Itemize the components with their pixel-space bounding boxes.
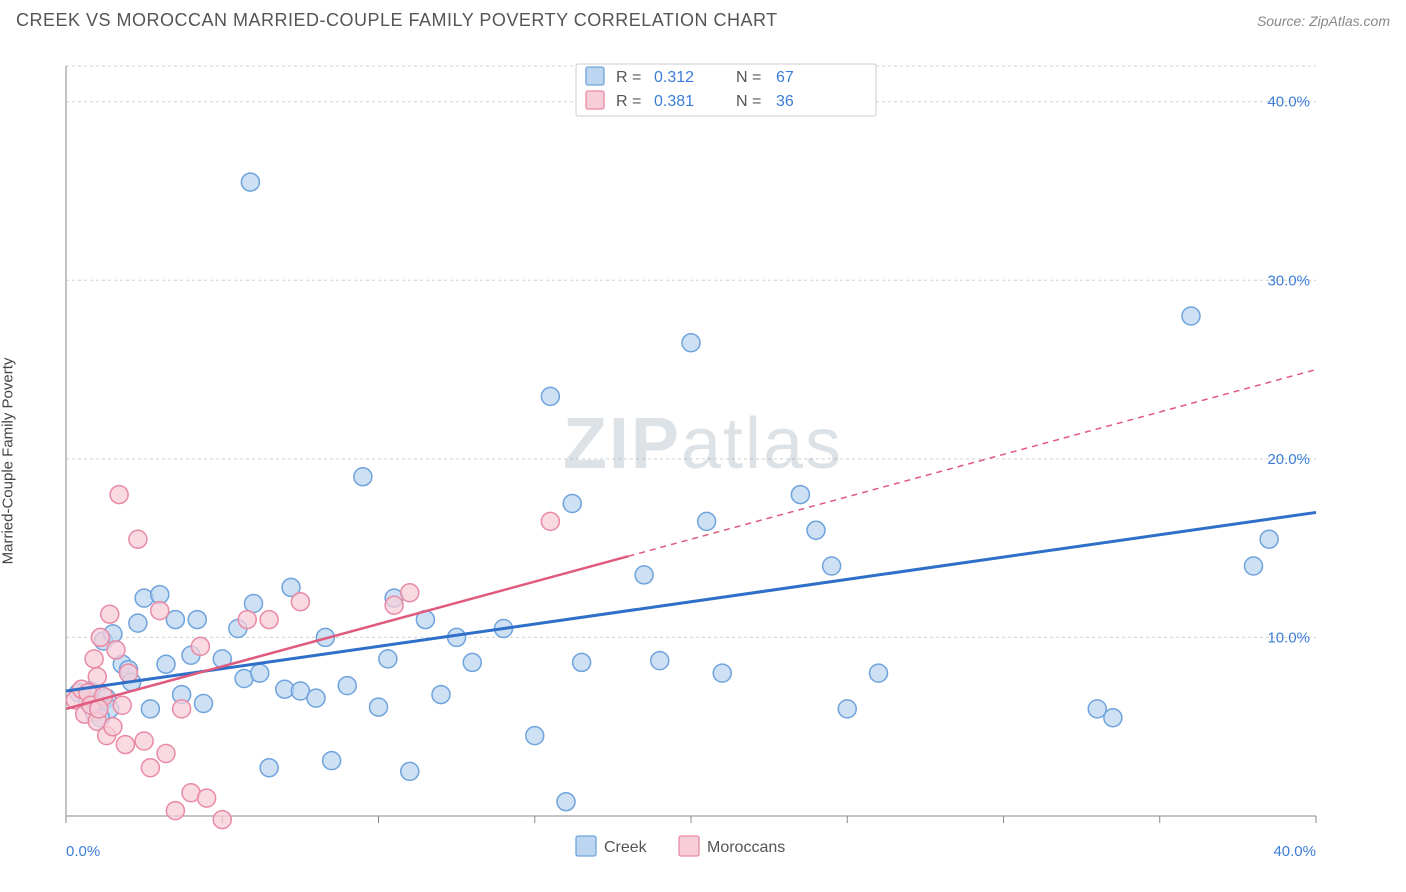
data-point-creek <box>151 586 169 604</box>
data-point-creek <box>563 495 581 513</box>
source-label: Source: ZipAtlas.com <box>1257 13 1390 29</box>
x-tick-label: 0.0% <box>66 843 100 860</box>
data-point-moroccans <box>113 696 131 714</box>
data-point-creek <box>526 727 544 745</box>
data-point-creek <box>698 512 716 530</box>
data-point-moroccans <box>116 736 134 754</box>
data-point-creek <box>188 611 206 629</box>
data-point-moroccans <box>85 650 103 668</box>
data-point-creek <box>307 689 325 707</box>
svg-text:N =: N = <box>736 69 761 86</box>
data-point-creek <box>573 653 591 671</box>
svg-text:36: 36 <box>776 93 794 110</box>
data-point-moroccans <box>129 530 147 548</box>
data-point-creek <box>245 595 263 613</box>
data-point-moroccans <box>260 611 278 629</box>
data-point-moroccans <box>141 759 159 777</box>
data-point-creek <box>241 173 259 191</box>
legend-label-moroccans: Moroccans <box>707 839 785 856</box>
data-point-creek <box>195 695 213 713</box>
data-point-creek <box>338 677 356 695</box>
data-point-moroccans <box>173 700 191 718</box>
scatter-chart: 10.0% 20.0% 30.0% 40.0% 0.0% 40.0% R = 0.312 N =… <box>16 46 1346 866</box>
svg-text:0.381: 0.381 <box>654 93 694 110</box>
svg-text:67: 67 <box>776 69 794 86</box>
data-point-creek <box>635 566 653 584</box>
data-point-moroccans <box>291 593 309 611</box>
data-point-moroccans <box>238 611 256 629</box>
data-point-moroccans <box>541 512 559 530</box>
data-point-creek <box>323 752 341 770</box>
data-point-creek <box>651 652 669 670</box>
data-point-creek <box>791 486 809 504</box>
data-point-creek <box>823 557 841 575</box>
chart-container: Married-Couple Family Poverty 10.0%20.0%… <box>16 46 1390 876</box>
data-point-moroccans <box>151 602 169 620</box>
data-point-creek <box>557 793 575 811</box>
data-point-moroccans <box>385 596 403 614</box>
data-point-creek <box>354 468 372 486</box>
data-point-creek <box>463 653 481 671</box>
data-point-moroccans <box>110 486 128 504</box>
y-axis-label: Married-Couple Family Poverty <box>0 358 17 565</box>
data-point-creek <box>1260 530 1278 548</box>
data-point-moroccans <box>104 718 122 736</box>
data-point-moroccans <box>198 789 216 807</box>
data-point-creek <box>713 664 731 682</box>
y-tick-label: 20.0% <box>1267 451 1310 468</box>
data-point-moroccans <box>213 811 231 829</box>
data-point-creek <box>870 664 888 682</box>
svg-text:R =: R = <box>616 69 641 86</box>
data-point-creek <box>379 650 397 668</box>
data-point-moroccans <box>88 668 106 686</box>
data-point-creek <box>1182 307 1200 325</box>
data-point-moroccans <box>101 605 119 623</box>
data-point-moroccans <box>166 802 184 820</box>
data-point-moroccans <box>107 641 125 659</box>
legend-label-creek: Creek <box>604 839 648 856</box>
data-point-moroccans <box>401 584 419 602</box>
data-point-moroccans <box>191 637 209 655</box>
y-tick-label: 30.0% <box>1267 272 1310 289</box>
data-point-moroccans <box>120 664 138 682</box>
data-point-moroccans <box>157 745 175 763</box>
data-point-moroccans <box>135 732 153 750</box>
data-point-creek <box>370 698 388 716</box>
data-point-creek <box>141 700 159 718</box>
data-point-creek <box>260 759 278 777</box>
y-tick-label: 10.0% <box>1267 629 1310 646</box>
data-point-creek <box>838 700 856 718</box>
data-point-creek <box>432 686 450 704</box>
data-point-creek <box>157 655 175 673</box>
svg-text:R =: R = <box>616 93 641 110</box>
svg-text:0.312: 0.312 <box>654 69 694 86</box>
data-point-creek <box>807 521 825 539</box>
y-tick-label: 40.0% <box>1267 94 1310 111</box>
data-point-creek <box>541 387 559 405</box>
data-point-creek <box>251 664 269 682</box>
data-point-moroccans <box>91 628 109 646</box>
chart-title: CREEK VS MOROCCAN MARRIED-COUPLE FAMILY … <box>16 10 778 31</box>
data-point-creek <box>682 334 700 352</box>
data-point-creek <box>1104 709 1122 727</box>
x-tick-label: 40.0% <box>1273 843 1316 860</box>
svg-text:N =: N = <box>736 93 761 110</box>
data-point-creek <box>129 614 147 632</box>
data-point-creek <box>1245 557 1263 575</box>
data-point-creek <box>401 762 419 780</box>
